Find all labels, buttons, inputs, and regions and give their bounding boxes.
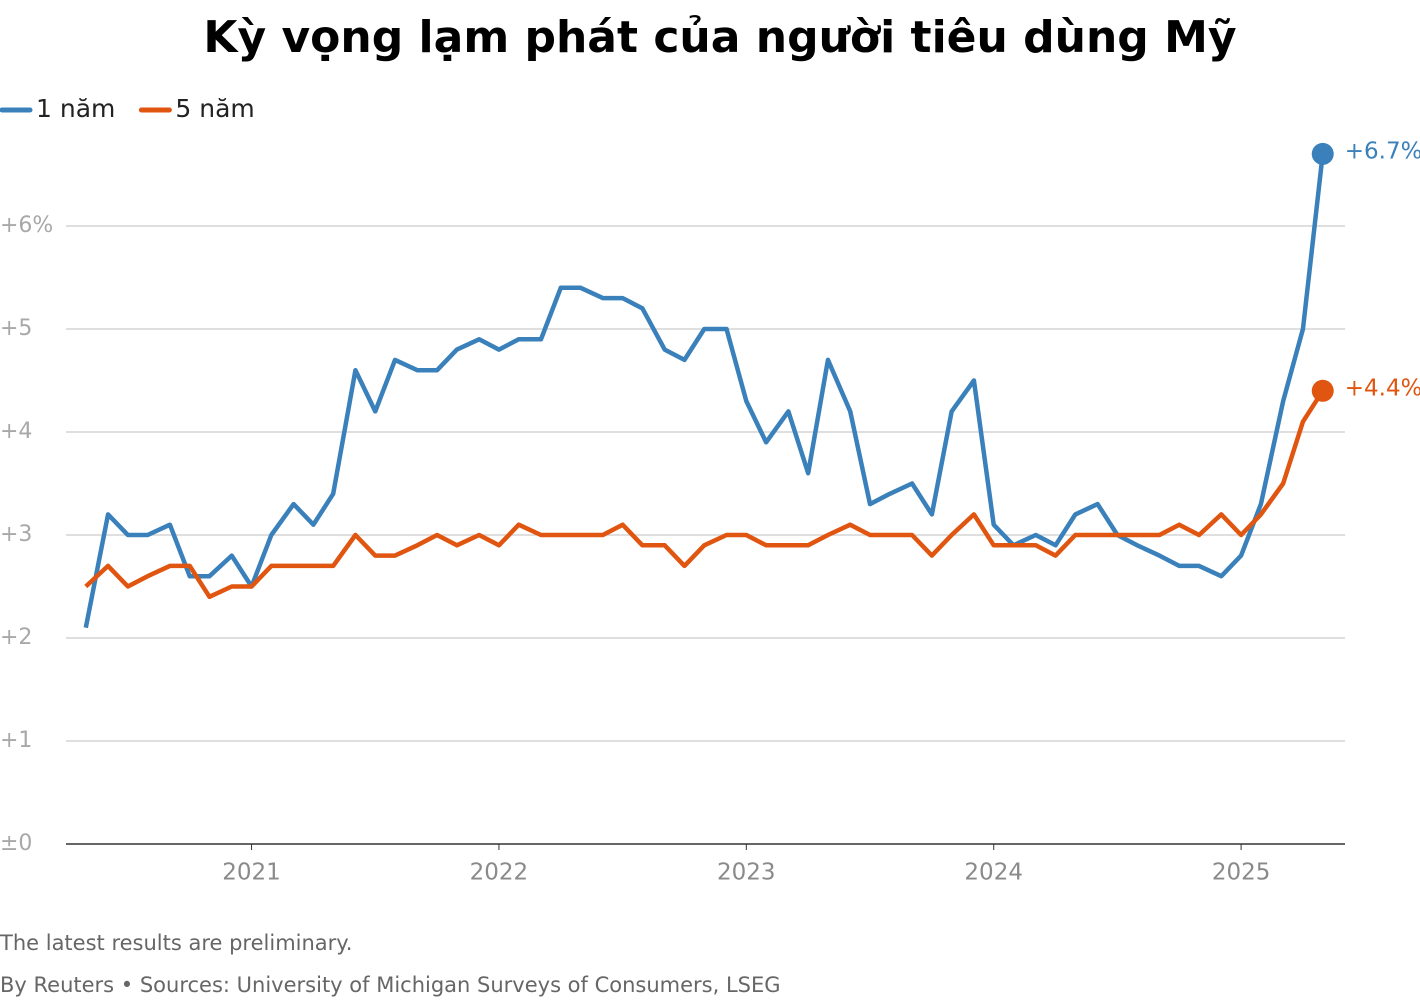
- line: [84, 389, 1325, 600]
- y-tick-label: +3: [0, 522, 32, 547]
- x-tick-label: 2023: [717, 860, 776, 886]
- end-dot: [1311, 142, 1334, 165]
- y-tick-label: ±0: [0, 831, 32, 856]
- x-tick-label: 2024: [964, 860, 1023, 886]
- y-tick-label: +6%: [0, 213, 53, 238]
- y-tick-label: +4: [0, 419, 32, 444]
- legend-label: 5 năm: [175, 94, 254, 123]
- x-tick-label: 2021: [222, 860, 281, 886]
- y-tick-label: +5: [0, 316, 32, 341]
- end-dot: [1311, 379, 1334, 402]
- y-tick-label: +2: [0, 625, 32, 650]
- chart-title: Kỳ vọng lạm phát của người tiêu dùng Mỹ: [203, 12, 1236, 63]
- end-label: +6.7%: [1345, 138, 1420, 164]
- x-tick-label: 2022: [470, 860, 529, 886]
- x-tick-label: 2025: [1212, 860, 1271, 886]
- y-tick-label: +1: [0, 728, 32, 753]
- line: [83, 153, 1325, 629]
- source: By Reuters • Sources: University of Mich…: [0, 973, 781, 997]
- legend-label: 1 năm: [36, 94, 115, 123]
- note: The latest results are preliminary.: [0, 931, 352, 955]
- end-label: +4.4%: [1345, 375, 1420, 401]
